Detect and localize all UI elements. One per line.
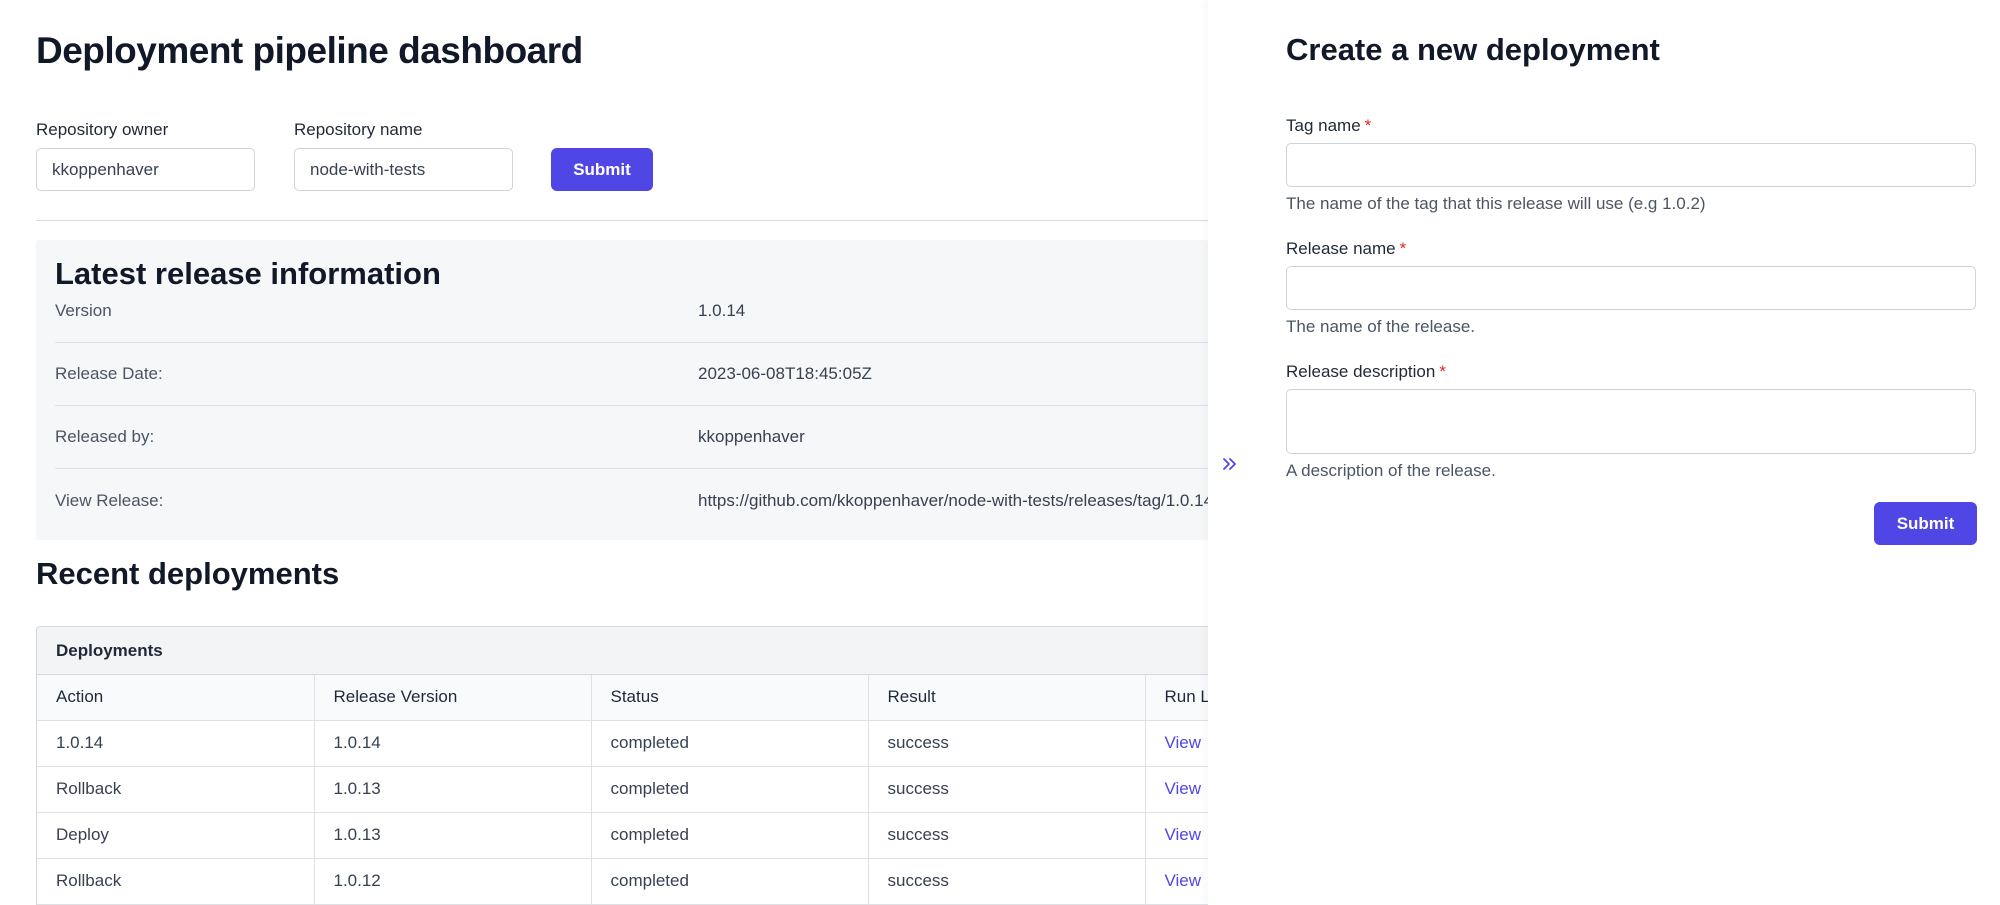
- tag-name-input[interactable]: [1286, 143, 1976, 187]
- repository-name-input[interactable]: node-with-tests: [294, 148, 513, 191]
- release-key: Release Date:: [55, 364, 163, 383]
- release-name-label-text: Release name: [1286, 239, 1396, 258]
- page-title: Deployment pipeline dashboard: [36, 30, 583, 71]
- cell-result: success: [868, 720, 1146, 767]
- cell-status: completed: [591, 858, 869, 905]
- main-content: Deployment pipeline dashboard Repository…: [36, 30, 1208, 905]
- repository-name-field: Repository name node-with-tests: [294, 120, 513, 191]
- cell-result: success: [868, 812, 1146, 859]
- run-log-link[interactable]: View: [1145, 858, 1208, 905]
- tag-name-label: Tag name *: [1286, 116, 1371, 136]
- column-header-action: Action: [37, 675, 315, 721]
- required-marker: *: [1439, 362, 1446, 381]
- table-row: 1.0.14 1.0.14 completed success View: [37, 720, 1208, 767]
- release-value: 1.0.14: [698, 301, 746, 320]
- release-link[interactable]: https://github.com/kkoppenhaver/node-wit…: [698, 490, 1208, 510]
- run-log-link[interactable]: View: [1145, 720, 1208, 767]
- release-name-label: Release name *: [1286, 239, 1406, 259]
- cell-version: 1.0.13: [314, 812, 592, 859]
- repository-submit-button[interactable]: Submit: [551, 148, 653, 191]
- repository-owner-label: Repository owner: [36, 120, 169, 139]
- recent-deployments-title: Recent deployments: [36, 556, 340, 591]
- table-caption: Deployments: [37, 627, 1208, 675]
- release-value: kkoppenhaver: [698, 427, 805, 446]
- cell-action: Rollback: [37, 858, 315, 905]
- cell-action: 1.0.14: [37, 720, 315, 767]
- release-description-label-text: Release description: [1286, 362, 1436, 381]
- divider: [36, 220, 1208, 221]
- table-row: Rollback 1.0.13 completed success View: [37, 766, 1208, 813]
- cell-result: success: [868, 766, 1146, 813]
- cell-result: success: [868, 858, 1146, 905]
- deployments-table: Deployments Action Release Version Statu…: [36, 626, 1208, 905]
- latest-release-panel: Latest release information Version 1.0.1…: [36, 240, 1208, 540]
- repository-name-label: Repository name: [294, 120, 423, 139]
- tag-name-help: The name of the tag that this release wi…: [1286, 194, 1706, 213]
- release-key: Version: [55, 301, 112, 320]
- release-key: Released by:: [55, 427, 155, 446]
- create-deployment-submit-button[interactable]: Submit: [1874, 502, 1977, 545]
- column-header-release-version: Release Version: [314, 675, 592, 721]
- table-row: Deploy 1.0.13 completed success View: [37, 812, 1208, 859]
- cell-action: Deploy: [37, 812, 315, 859]
- release-name-input[interactable]: [1286, 266, 1976, 310]
- release-description-help: A description of the release.: [1286, 461, 1496, 480]
- required-marker: *: [1364, 116, 1372, 135]
- cell-status: completed: [591, 766, 869, 813]
- release-description-textarea[interactable]: [1286, 389, 1976, 454]
- release-description-label: Release description *: [1286, 362, 1446, 382]
- release-key: View Release:: [55, 490, 164, 510]
- cell-action: Rollback: [37, 766, 315, 813]
- release-value: 2023-06-08T18:45:05Z: [698, 364, 872, 383]
- cell-version: 1.0.13: [314, 766, 592, 813]
- repository-owner-input[interactable]: kkoppenhaver: [36, 148, 255, 191]
- column-header-run-log: Run Log: [1145, 675, 1208, 721]
- repository-owner-field: Repository owner kkoppenhaver: [36, 120, 255, 191]
- run-log-link[interactable]: View: [1145, 766, 1208, 813]
- create-deployment-drawer: Create a new deployment Tag name * The na…: [1208, 0, 2000, 905]
- release-row-author: Released by: kkoppenhaver: [55, 406, 1208, 469]
- column-header-status: Status: [591, 675, 869, 721]
- cell-version: 1.0.14: [314, 720, 592, 767]
- table-header-row: Action Release Version Status Result Run…: [37, 675, 1208, 721]
- cell-status: completed: [591, 720, 869, 767]
- release-row-version: Version 1.0.14: [55, 280, 1208, 343]
- required-marker: *: [1399, 239, 1407, 258]
- table-row: Rollback 1.0.12 completed success View: [37, 858, 1208, 905]
- cell-version: 1.0.12: [314, 858, 592, 905]
- chevron-double-right-icon[interactable]: [1218, 452, 1242, 476]
- cell-status: completed: [591, 812, 869, 859]
- tag-name-label-text: Tag name: [1286, 116, 1361, 135]
- drawer-title: Create a new deployment: [1286, 32, 1660, 67]
- release-row-date: Release Date: 2023-06-08T18:45:05Z: [55, 343, 1208, 406]
- latest-release-title: Latest release information: [55, 256, 441, 291]
- column-header-result: Result: [868, 675, 1146, 721]
- release-row-link: View Release: https://github.com/kkoppen…: [55, 469, 1208, 532]
- run-log-link[interactable]: View: [1145, 812, 1208, 859]
- release-name-help: The name of the release.: [1286, 317, 1476, 336]
